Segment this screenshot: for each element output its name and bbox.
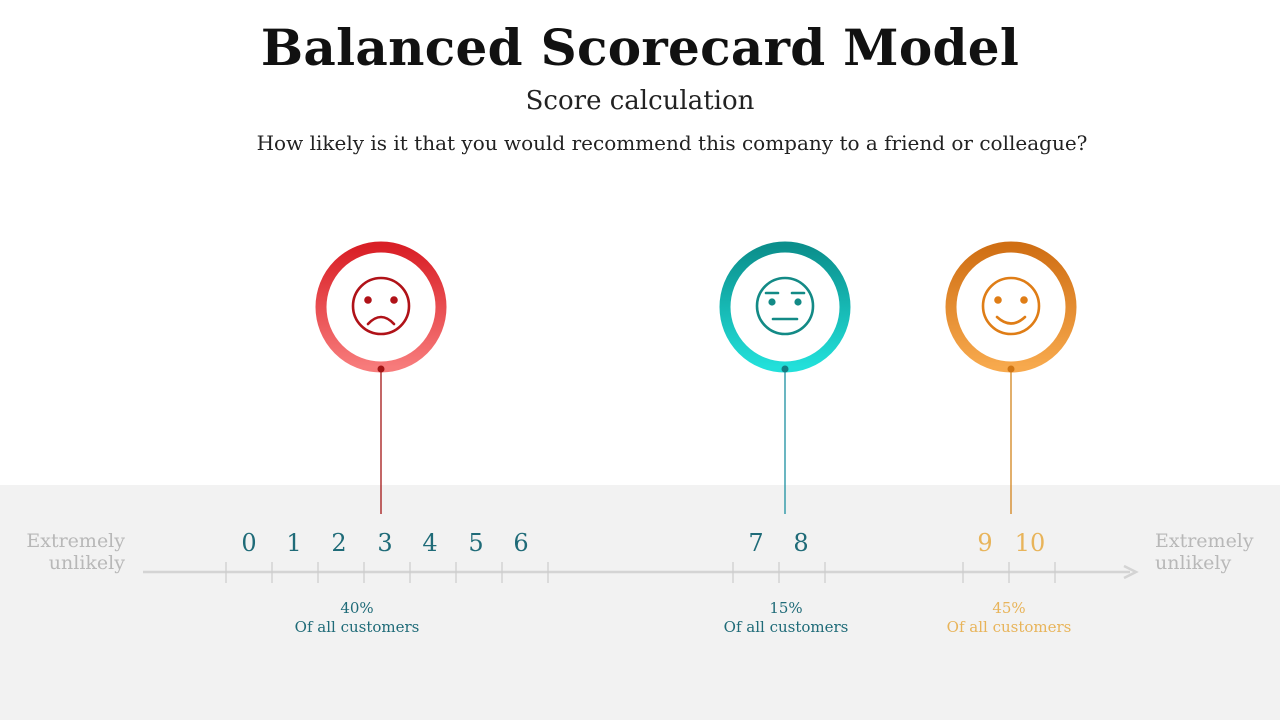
detractors-marker [315,241,447,514]
score-9: 9 [977,529,993,557]
promoters-percent: 45% [992,599,1026,617]
score-2: 2 [331,529,347,557]
score-0: 0 [241,529,257,557]
survey-question: How likely is it that you would recommen… [256,131,1088,155]
promoters-caption-text: Of all customers [946,618,1072,636]
score-8: 8 [793,529,809,557]
promoters-caption: 45% Of all customers [909,599,1109,637]
page-subtitle: Score calculation [525,86,755,116]
detractors-caption: 40% Of all customers [257,599,457,637]
scale-ticks [225,562,1056,583]
scale-right-label: Extremely unlikely [1155,530,1254,574]
neutral-face-icon [755,276,815,336]
scale-left-label: Extremely unlikely [26,530,125,574]
happy-face-icon [981,276,1041,336]
score-1: 1 [286,529,302,557]
passives-marker [719,241,851,514]
score-5: 5 [468,529,484,557]
score-10: 10 [1014,529,1046,557]
detractors-percent: 40% [340,599,374,617]
score-3: 3 [377,529,393,557]
passives-caption: 15% Of all customers [686,599,886,637]
passives-percent: 15% [769,599,803,617]
score-4: 4 [422,529,438,557]
score-7: 7 [748,529,764,557]
bottom-band [0,485,1280,720]
promoters-marker [945,241,1077,514]
scale-axis [143,564,1139,580]
score-6: 6 [513,529,529,557]
passives-caption-text: Of all customers [723,618,849,636]
detractors-caption-text: Of all customers [294,618,420,636]
sad-face-icon [351,276,411,336]
page-title: Balanced Scorecard Model [260,18,1020,77]
